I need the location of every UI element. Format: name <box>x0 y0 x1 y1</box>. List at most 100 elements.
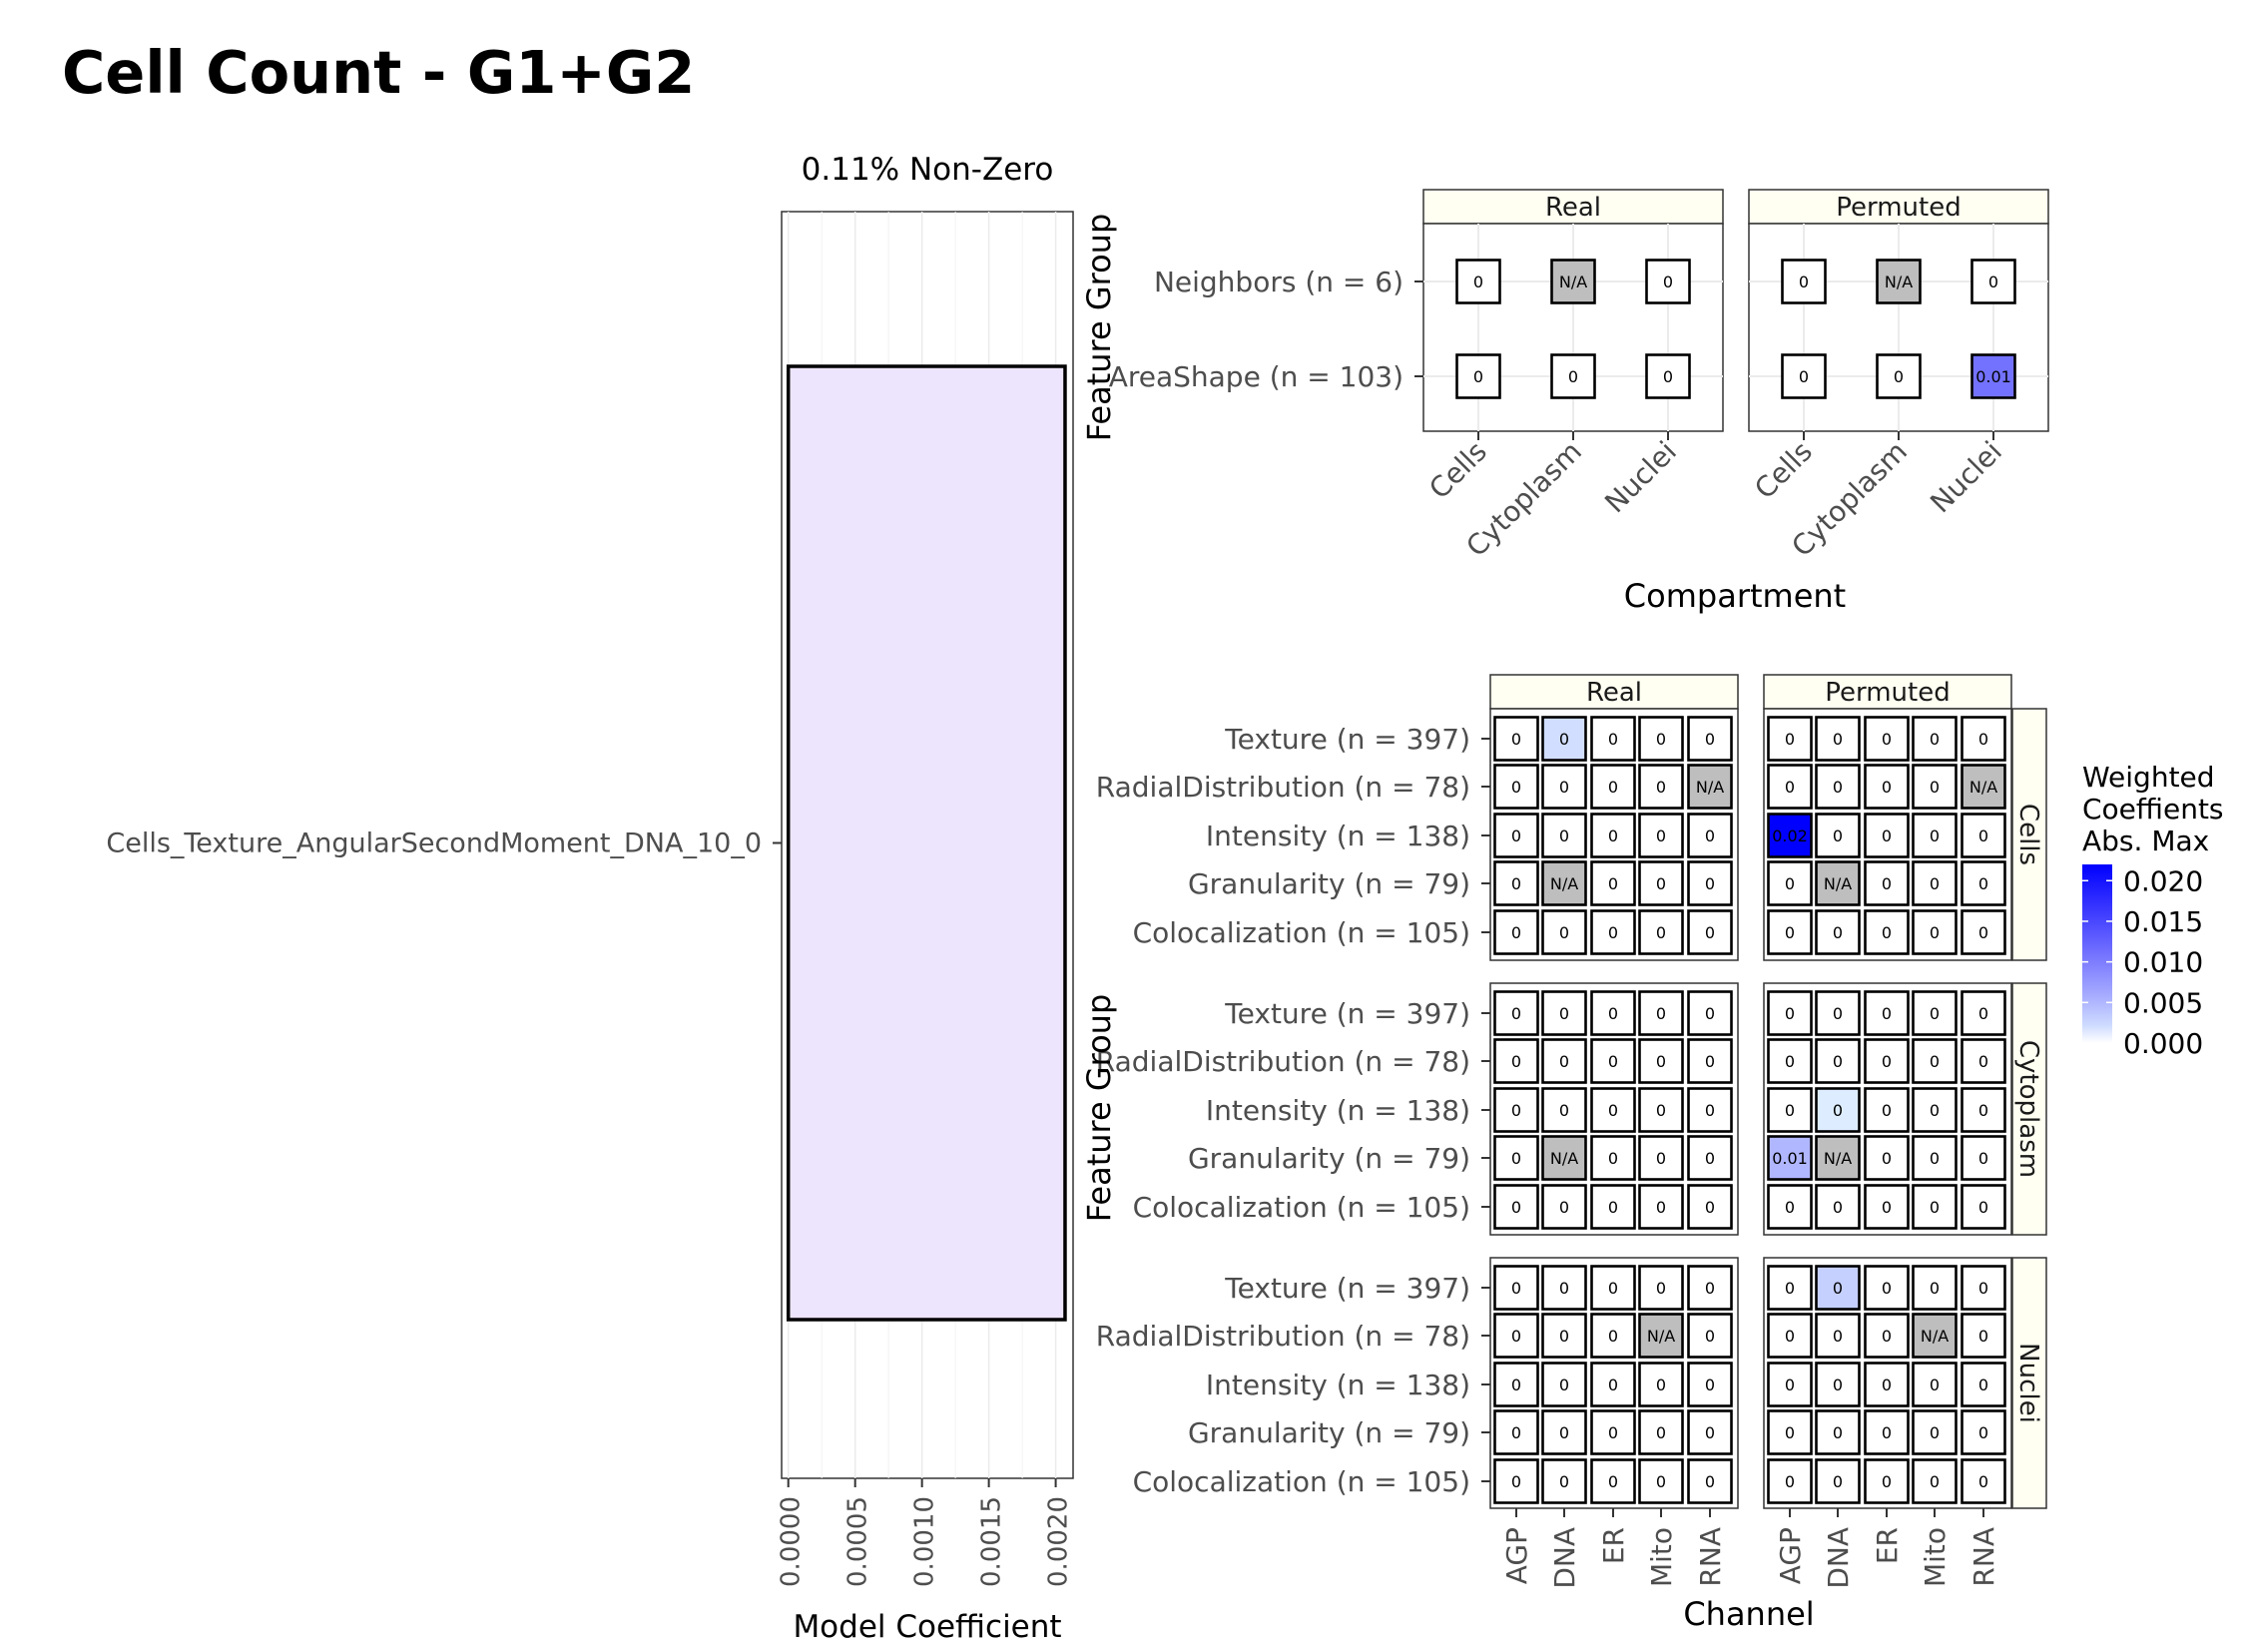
heatmap-y-tick-label: RadialDistribution (n = 78) <box>1096 771 1470 804</box>
heatmap-tile-label: 0 <box>1785 1327 1795 1346</box>
heatmap-x-tick-label: Nuclei <box>1598 435 1683 520</box>
heatmap-tile-label: 0 <box>1882 874 1892 893</box>
heatmap-tile <box>1864 1135 1910 1181</box>
heatmap-tile <box>1961 813 2006 858</box>
heatmap-tile <box>1961 1038 2006 1084</box>
heatmap-tile-label: 0 <box>1785 1101 1795 1120</box>
heatmap-tile <box>1815 764 1861 810</box>
heatmap-tile <box>1767 909 1813 955</box>
heatmap-tile-label: 0 <box>1882 1149 1892 1168</box>
heatmap-tile-label: 0 <box>1705 1423 1715 1442</box>
heatmap-tile-label: 0 <box>1882 923 1892 942</box>
heatmap-tile-label: 0 <box>1978 1423 1988 1442</box>
heatmap-y-tick-label: Intensity (n = 138) <box>1206 1369 1470 1401</box>
heatmap-tile-label: 0 <box>1663 367 1673 386</box>
heatmap-tile <box>1961 1409 2006 1455</box>
heatmap-tile-label: 0.02 <box>1772 826 1808 845</box>
heatmap-tile <box>1687 909 1733 955</box>
heatmap-tile <box>1912 1135 1958 1181</box>
heatmap-x-tick-label: ER <box>1597 1527 1630 1564</box>
heatmap-tile-label: 0 <box>1799 273 1809 291</box>
heatmap-x-tick-label: Cells <box>1748 435 1819 506</box>
heatmap-tile <box>1687 1313 1733 1359</box>
heatmap-tile-label: 0 <box>1608 826 1618 845</box>
heatmap-tile <box>1815 1362 1861 1407</box>
heatmap-tile <box>1455 353 1501 399</box>
heatmap-tile <box>1638 764 1684 810</box>
heatmap-tile <box>1767 1409 1813 1455</box>
heatmap-tile <box>1455 259 1501 304</box>
heatmap-tile <box>1493 1458 1539 1504</box>
heatmap-tile-label: 0 <box>1656 1279 1666 1298</box>
bar-x-tick-label: 0.0005 <box>843 1496 873 1587</box>
heatmap-tile-label: 0 <box>1882 1423 1892 1442</box>
heatmap-tile <box>1687 1409 1733 1455</box>
facet-strip-label: Cells <box>2013 804 2043 865</box>
heatmap-tile <box>1864 1184 1910 1230</box>
heatmap-tile <box>1912 1409 1958 1455</box>
heatmap-tile-label: 0 <box>1559 1423 1569 1442</box>
heatmap-x-tick-label: AGP <box>1500 1527 1533 1584</box>
heatmap-tile-label: N/A <box>1885 273 1913 291</box>
heatmap-tile-label: 0 <box>1511 1149 1521 1168</box>
heatmap-tile-label: 0 <box>1705 1004 1715 1023</box>
heatmap-tile-label: 0 <box>1511 778 1521 797</box>
heatmap-tile <box>1493 1087 1539 1133</box>
heatmap-tile <box>1815 1087 1861 1133</box>
heatmap-tile-label: 0 <box>1882 1198 1892 1217</box>
heatmap-tile <box>1493 716 1539 762</box>
heatmap-tile <box>1493 1184 1539 1230</box>
heatmap-tile <box>1815 909 1861 955</box>
heatmap-tile <box>1687 1038 1733 1084</box>
heatmap-tile <box>1767 1087 1813 1133</box>
heatmap-tile <box>1864 1362 1910 1407</box>
heatmap-tile-label: 0 <box>1511 1376 1521 1394</box>
heatmap-tile <box>1590 764 1636 810</box>
heatmap-y-tick-label: Granularity (n = 79) <box>1188 1416 1470 1449</box>
heatmap-tile <box>1541 813 1587 858</box>
heatmap-tile-label: 0 <box>1882 1472 1892 1491</box>
heatmap-tile <box>1493 860 1539 906</box>
heatmap-tile-label: 0 <box>1608 1423 1618 1442</box>
heatmap-tile <box>1541 1313 1587 1359</box>
heatmap-tile-label: 0 <box>1882 1327 1892 1346</box>
heatmap-tile-label: 0 <box>1511 1472 1521 1491</box>
heatmap-tile <box>1961 1184 2006 1230</box>
heatmap-tile-label: 0 <box>1559 923 1569 942</box>
heatmap-y-tick-label: Granularity (n = 79) <box>1188 1142 1470 1175</box>
figure-title: Cell Count - G1+G2 <box>62 38 696 107</box>
heatmap-tile <box>1767 764 1813 810</box>
heatmap-tile-label: 0 <box>1608 1052 1618 1071</box>
heatmap-tile <box>1541 1458 1587 1504</box>
heatmap-tile-label: 0 <box>1930 1052 1940 1071</box>
heatmap-x-tick-label: AGP <box>1774 1527 1807 1584</box>
heatmap-tile <box>1638 909 1684 955</box>
heatmap-tile-label: 0 <box>1559 730 1569 749</box>
heatmap-tile-label: 0 <box>1559 1198 1569 1217</box>
heatmap-tile-label: 0 <box>1608 1279 1618 1298</box>
heatmap-tile-label: 0 <box>1785 1423 1795 1442</box>
heatmap-tile <box>1687 716 1733 762</box>
heatmap-tile <box>1638 860 1684 906</box>
heatmap-x-tick-label: RNA <box>1694 1527 1727 1587</box>
heatmap-tile <box>1687 860 1733 906</box>
heatmap-tile <box>1912 813 1958 858</box>
legend-tick-label: 0.020 <box>2123 864 2203 897</box>
heatmap-tile <box>1590 716 1636 762</box>
heatmap-tile-label: 0 <box>1785 1052 1795 1071</box>
heatmap-tile <box>1781 259 1827 304</box>
heatmap-tile <box>1767 1038 1813 1084</box>
heatmap-tile-label: 0 <box>1559 1376 1569 1394</box>
heatmap-y-tick-label: RadialDistribution (n = 78) <box>1096 1045 1470 1078</box>
heatmap-tile-label: 0 <box>1511 1101 1521 1120</box>
heatmap-tile <box>1638 1458 1684 1504</box>
heatmap-tile <box>1638 1265 1684 1311</box>
legend-tick-label: 0.015 <box>2123 905 2203 938</box>
heatmap-tile-label: N/A <box>1559 273 1587 291</box>
heatmap-tile-label: 0 <box>1656 1472 1666 1491</box>
heatmap-tile-label: 0 <box>1988 273 1998 291</box>
heatmap-tile <box>1767 716 1813 762</box>
heatmap-tile-label: 0 <box>1656 1004 1666 1023</box>
facet-strip-label: Nuclei <box>2013 1343 2043 1423</box>
heatmap-tile-label: 0 <box>1785 1472 1795 1491</box>
